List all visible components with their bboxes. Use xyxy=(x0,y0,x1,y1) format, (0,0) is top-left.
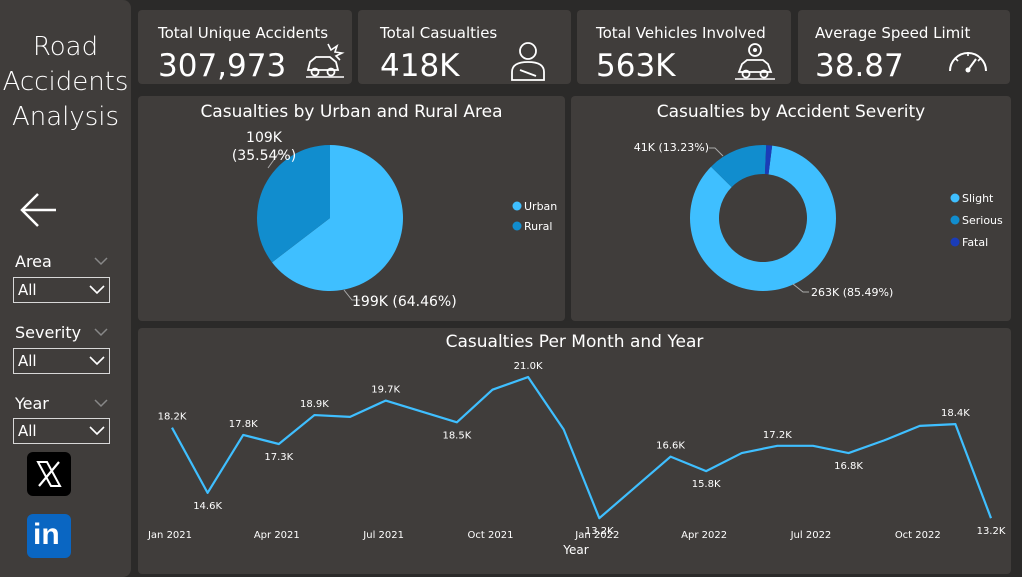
legend-marker xyxy=(950,237,960,247)
legend-label: Serious xyxy=(962,214,1003,227)
area-filter-dropdown[interactable]: All xyxy=(13,277,110,303)
severity-filter-value: All xyxy=(18,352,37,370)
data-label: 41K (13.23%) xyxy=(634,141,709,154)
legend-label: Urban xyxy=(524,200,557,213)
car-gear-icon xyxy=(735,43,775,80)
data-label: 19.7K xyxy=(371,385,400,396)
leader-line xyxy=(267,153,286,169)
data-label: 18.5K xyxy=(442,430,471,441)
data-label: 21.0K xyxy=(514,361,543,372)
app-title-line: Analysis xyxy=(11,102,120,132)
data-label: 13.2K xyxy=(585,526,614,537)
donut-slice-fatal[interactable] xyxy=(764,145,773,175)
speedometer-icon xyxy=(949,52,987,73)
x-axis-title: Year xyxy=(562,543,588,557)
x-tick-label: Apr 2022 xyxy=(681,530,727,541)
donut-slice-slight[interactable] xyxy=(690,145,836,291)
x-logo-icon[interactable] xyxy=(27,452,71,496)
data-label: 109K xyxy=(246,130,283,146)
data-label: 16.8K xyxy=(834,461,863,472)
year-filter-dropdown[interactable]: All xyxy=(13,418,110,444)
urban-rural-pie-chart: 199K (64.46%) 109K (35.54%) Urban Rural xyxy=(232,130,557,310)
severity-filter-dropdown[interactable]: All xyxy=(13,348,110,374)
pie-slice-urban[interactable] xyxy=(272,145,404,291)
chevron-down-icon[interactable] xyxy=(94,256,108,266)
legend-marker xyxy=(512,201,522,211)
arrow-left-icon[interactable] xyxy=(18,190,60,230)
data-label: 14.6K xyxy=(193,501,222,512)
data-label: 17.2K xyxy=(763,430,792,441)
x-tick-label: Oct 2021 xyxy=(468,530,514,541)
x-tick-label: Jul 2021 xyxy=(362,530,404,541)
year-filter-label: Year xyxy=(15,394,49,413)
data-label: (35.54%) xyxy=(232,148,296,164)
app-title: Road Accidents Analysis xyxy=(0,30,131,135)
chart-title: Casualties Per Month and Year xyxy=(445,332,704,352)
chevron-down-icon[interactable] xyxy=(94,398,108,408)
data-label: 18.9K xyxy=(300,399,329,410)
car-crash-icon xyxy=(306,43,345,78)
x-tick-label: Jan 2021 xyxy=(147,530,192,541)
legend-marker xyxy=(950,215,960,225)
injured-person-icon xyxy=(511,42,545,81)
legend-label: Slight xyxy=(962,192,994,205)
monthly-casualties-line-chart: 18.2K 14.6K 17.8K 17.3K 18.9K 19.7K 18.5K 21.0K… xyxy=(147,361,1006,557)
kpi-value: 38.87 xyxy=(815,48,904,84)
severity-donut-chart: 263K (85.49%) 41K (13.23%) Slight Serious Fa… xyxy=(634,141,1003,299)
chevron-down-icon xyxy=(89,356,105,366)
monthly-casualties-panel: Casualties Per Month and Year 18.2K 14.6K… xyxy=(138,328,1011,574)
data-label: 15.8K xyxy=(692,479,721,490)
kpi-value: 418K xyxy=(380,48,460,84)
severity-panel: Casualties by Accident Severity 263K (85… xyxy=(571,96,1011,321)
area-filter-label: Area xyxy=(15,252,52,271)
data-label: 13.2K xyxy=(977,526,1006,537)
kpi-card-speed: Average Speed Limit 38.87 xyxy=(798,10,1010,84)
data-label: 18.4K xyxy=(941,408,970,419)
linkedin-logo-icon[interactable]: in xyxy=(27,514,71,558)
area-filter-value: All xyxy=(18,281,37,299)
casualties-series-line[interactable] xyxy=(171,375,993,520)
kpi-label: Total Unique Accidents xyxy=(158,24,329,42)
leader-line xyxy=(343,289,360,301)
leader-line xyxy=(709,147,724,157)
pie-slice-rural[interactable] xyxy=(257,145,330,263)
kpi-value: 563K xyxy=(596,48,676,84)
kpi-label: Average Speed Limit xyxy=(815,24,971,42)
data-label: 17.8K xyxy=(229,419,258,430)
data-label: 263K (85.49%) xyxy=(811,286,893,299)
data-label: 18.2K xyxy=(158,412,187,423)
legend-marker xyxy=(950,193,960,203)
legend-label: Fatal xyxy=(962,236,988,249)
x-tick-label: Jul 2022 xyxy=(790,530,832,541)
linkedin-glyph: in xyxy=(33,518,60,551)
x-tick-label: Apr 2021 xyxy=(254,530,300,541)
x-tick-label: Oct 2022 xyxy=(895,530,941,541)
data-label: 16.6K xyxy=(656,441,685,452)
data-label: 199K (64.46%) xyxy=(352,294,457,310)
chevron-down-icon[interactable] xyxy=(94,327,108,337)
kpi-label: Total Vehicles Involved xyxy=(596,24,766,42)
leader-line xyxy=(792,283,809,293)
chart-title: Casualties by Accident Severity xyxy=(656,102,926,122)
app-title-line: Accidents xyxy=(2,67,129,97)
legend-label: Rural xyxy=(524,220,552,233)
chevron-down-icon xyxy=(89,426,105,436)
donut-slice-serious[interactable] xyxy=(711,145,767,188)
app-title-line: Road xyxy=(32,32,99,62)
x-tick-label: Jan 2022 xyxy=(574,530,619,541)
legend-marker xyxy=(512,221,522,231)
kpi-card-vehicles: Total Vehicles Involved 563K xyxy=(577,10,791,84)
sidebar: Road Accidents Analysis Area All Severit… xyxy=(0,0,131,577)
kpi-card-accidents: Total Unique Accidents 307,973 xyxy=(138,10,352,84)
year-filter-value: All xyxy=(18,422,37,440)
data-label: 17.3K xyxy=(264,452,293,463)
severity-filter-label: Severity xyxy=(15,323,82,342)
chevron-down-icon xyxy=(89,285,105,295)
chart-title: Casualties by Urban and Rural Area xyxy=(200,102,503,122)
kpi-value: 307,973 xyxy=(158,48,287,84)
urban-rural-panel: Casualties by Urban and Rural Area 199K … xyxy=(138,96,565,321)
kpi-card-casualties: Total Casualties 418K xyxy=(358,10,571,84)
kpi-label: Total Casualties xyxy=(380,24,498,42)
